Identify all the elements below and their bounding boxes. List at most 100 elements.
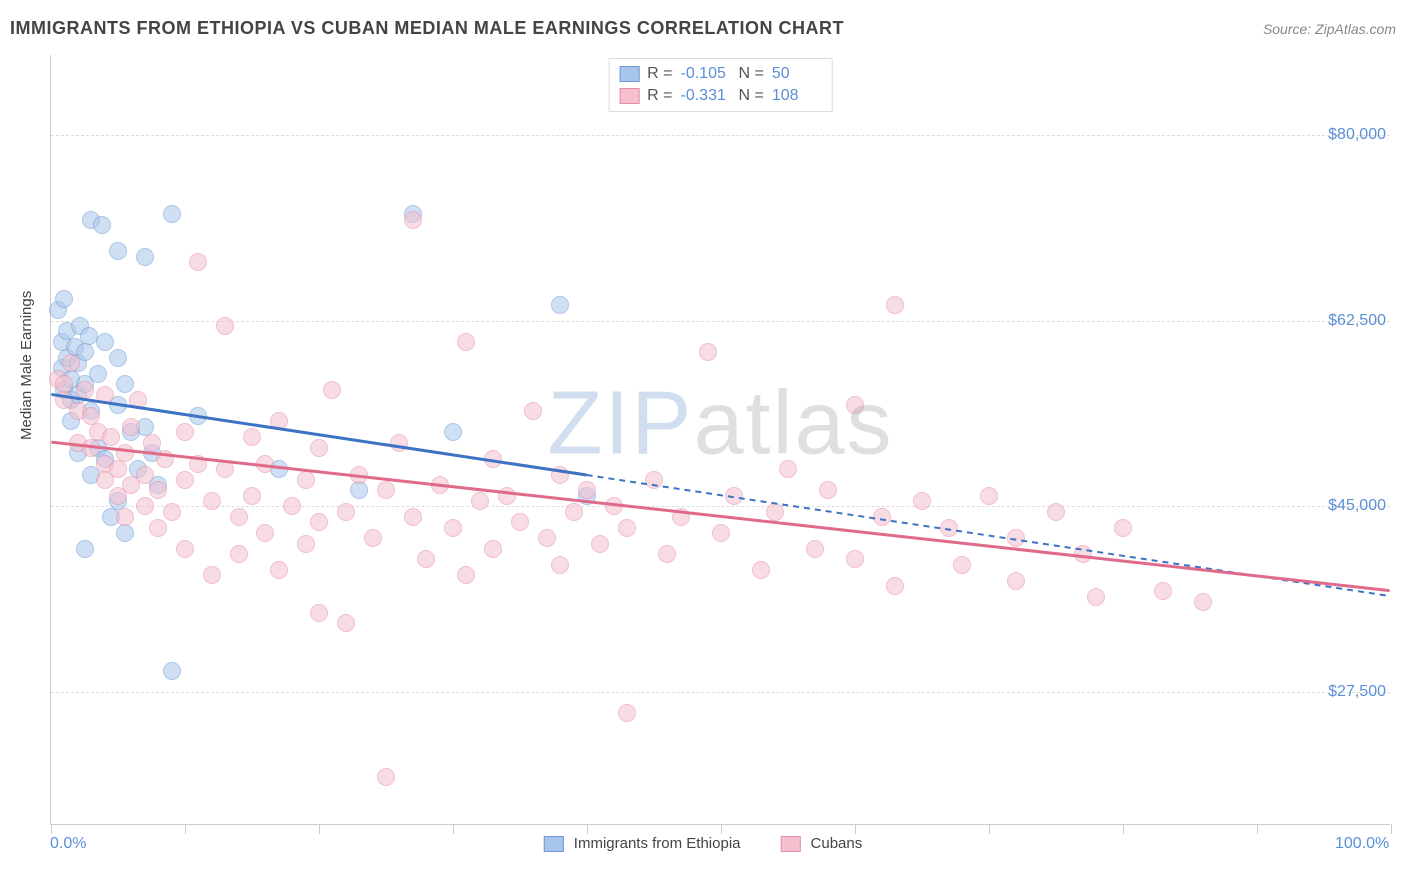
data-point [129, 391, 147, 409]
data-point [256, 455, 274, 473]
data-point [109, 349, 127, 367]
r-label: R = [647, 65, 672, 83]
data-point [62, 354, 80, 372]
data-point [216, 317, 234, 335]
data-point [1194, 593, 1212, 611]
data-point [297, 471, 315, 489]
data-point [605, 497, 623, 515]
data-point [377, 768, 395, 786]
data-point [149, 519, 167, 537]
data-point [444, 423, 462, 441]
data-point [297, 535, 315, 553]
data-point [156, 450, 174, 468]
r-label: R = [647, 87, 672, 105]
data-point [1114, 519, 1132, 537]
data-point [76, 540, 94, 558]
data-point [444, 519, 462, 537]
x-tick [1123, 824, 1124, 834]
data-point [136, 466, 154, 484]
data-point [1154, 582, 1172, 600]
data-point [618, 519, 636, 537]
data-point [337, 614, 355, 632]
x-tick [721, 824, 722, 834]
data-point [310, 513, 328, 531]
data-point [163, 503, 181, 521]
data-point [913, 492, 931, 510]
data-point [725, 487, 743, 505]
data-point [578, 481, 596, 499]
data-point [102, 428, 120, 446]
legend-label-ethiopia: Immigrants from Ethiopia [574, 835, 741, 852]
source-label: Source: [1263, 21, 1315, 37]
data-point [498, 487, 516, 505]
data-point [1074, 545, 1092, 563]
data-point [645, 471, 663, 489]
data-point [323, 381, 341, 399]
x-tick [855, 824, 856, 834]
data-point [712, 524, 730, 542]
x-tick-label: 0.0% [50, 835, 86, 853]
data-point [1007, 529, 1025, 547]
data-point [658, 545, 676, 563]
data-point [806, 540, 824, 558]
data-point [511, 513, 529, 531]
data-point [524, 402, 542, 420]
watermark-zip: ZIP [547, 374, 693, 474]
x-tick [319, 824, 320, 834]
data-point [136, 497, 154, 515]
data-point [189, 253, 207, 271]
data-point [116, 508, 134, 526]
legend-row-cubans: R = -0.331 N = 108 [619, 85, 822, 107]
correlation-legend: R = -0.105 N = 50 R = -0.331 N = 108 [608, 58, 833, 112]
r-value-cubans: -0.331 [681, 87, 731, 105]
data-point [109, 460, 127, 478]
data-point [1007, 572, 1025, 590]
data-point [980, 487, 998, 505]
data-point [538, 529, 556, 547]
data-point [846, 396, 864, 414]
data-point [203, 492, 221, 510]
data-point [404, 508, 422, 526]
data-point [404, 211, 422, 229]
data-point [551, 296, 569, 314]
data-point [390, 434, 408, 452]
data-point [176, 540, 194, 558]
x-tick [989, 824, 990, 834]
data-point [243, 487, 261, 505]
data-point [96, 386, 114, 404]
data-point [270, 412, 288, 430]
data-point [940, 519, 958, 537]
swatch-ethiopia [619, 66, 639, 82]
data-point [337, 503, 355, 521]
data-point [116, 375, 134, 393]
data-point [55, 290, 73, 308]
x-tick-label: 100.0% [1335, 835, 1389, 853]
data-point [230, 508, 248, 526]
data-point [1047, 503, 1065, 521]
data-point [779, 460, 797, 478]
data-point [766, 503, 784, 521]
data-point [364, 529, 382, 547]
data-point [377, 481, 395, 499]
data-point [846, 550, 864, 568]
data-point [189, 455, 207, 473]
x-tick [453, 824, 454, 834]
data-point [350, 466, 368, 484]
grid-line [51, 321, 1390, 322]
data-point [819, 481, 837, 499]
data-point [116, 524, 134, 542]
source-value: ZipAtlas.com [1315, 21, 1396, 37]
grid-line [51, 135, 1390, 136]
data-point [953, 556, 971, 574]
data-point [243, 428, 261, 446]
watermark-atlas: atlas [693, 374, 893, 474]
data-point [565, 503, 583, 521]
data-point [350, 481, 368, 499]
data-point [149, 481, 167, 499]
swatch-cubans [619, 88, 639, 104]
swatch-ethiopia [544, 836, 564, 852]
data-point [163, 205, 181, 223]
data-point [176, 423, 194, 441]
data-point [431, 476, 449, 494]
data-point [591, 535, 609, 553]
